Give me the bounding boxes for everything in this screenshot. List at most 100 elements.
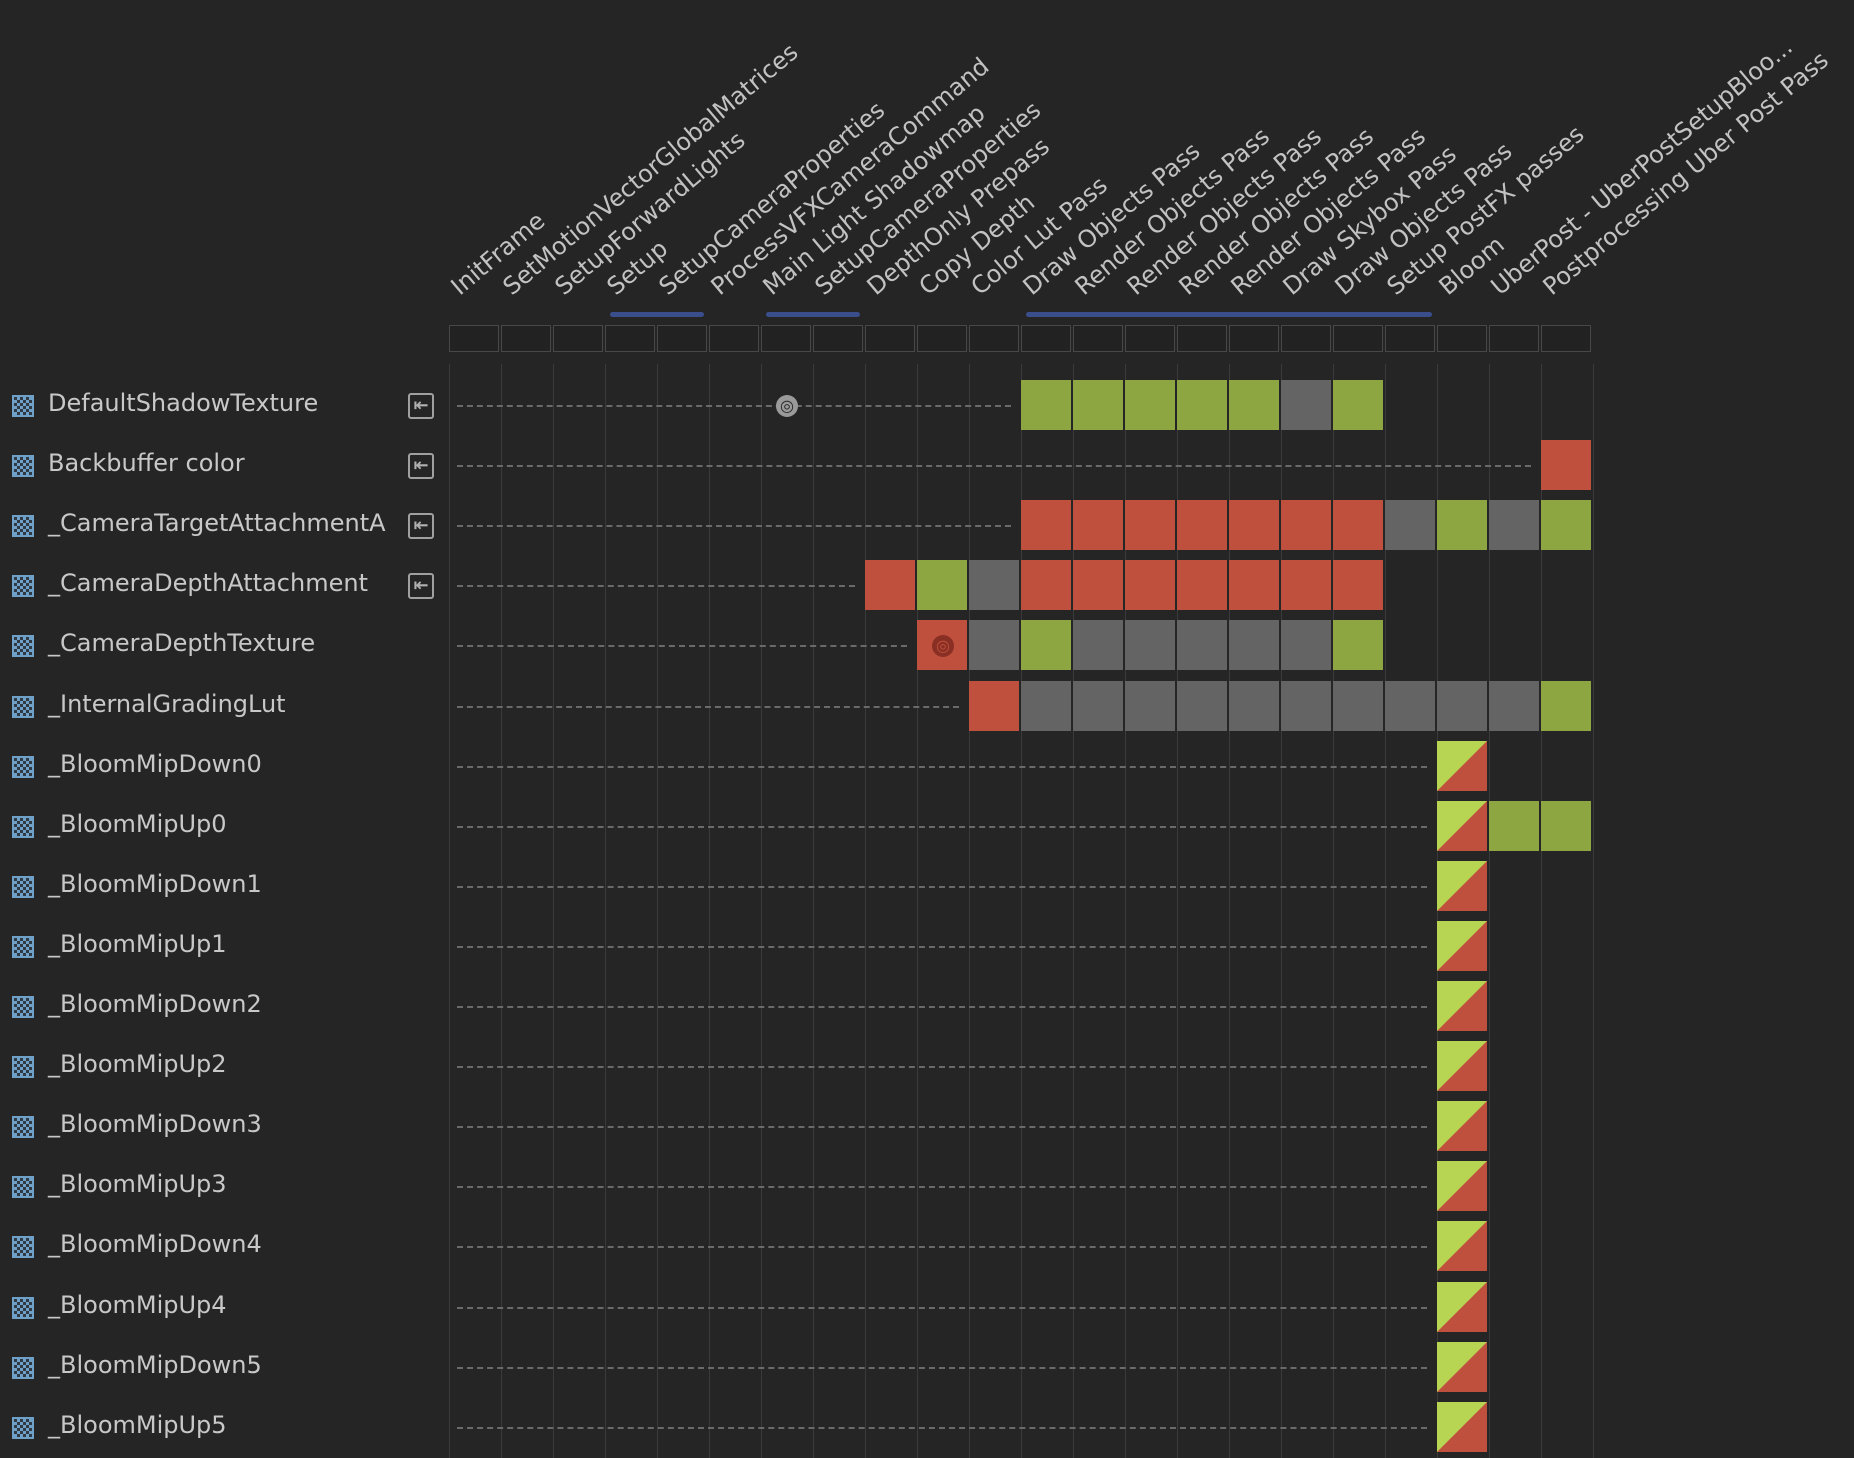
resource-row[interactable]: _BloomMipDown0 [0,736,1854,796]
resource-row[interactable]: _BloomMipUp0 [0,796,1854,856]
pass-column-header[interactable] [1229,325,1279,352]
resource-row[interactable]: Backbuffer color ⇤ [0,435,1854,495]
pass-column-header[interactable] [1073,325,1123,352]
resource-row[interactable]: _BloomMipDown1 [0,856,1854,916]
import-icon[interactable]: ⇤ [408,453,434,480]
pass-column-header[interactable] [1021,325,1071,352]
pass-column-header[interactable] [709,325,759,352]
resource-access-cell-rw[interactable] [1437,1041,1489,1092]
resource-access-cell-rw[interactable] [1437,740,1489,791]
resource-row[interactable]: _CameraDepthAttachment ⇤ [0,555,1854,615]
resource-access-cell-write[interactable] [1333,560,1385,611]
resource-name[interactable]: _BloomMipDown5 [48,1350,262,1379]
resource-name[interactable]: _CameraDepthTexture [48,629,316,658]
resource-access-cell-unused[interactable] [1281,620,1333,671]
resource-access-cell-unused[interactable] [1281,380,1333,430]
resource-row[interactable]: _BloomMipDown3 [0,1096,1854,1156]
pass-column-header[interactable] [1333,325,1383,352]
resource-access-cell-read[interactable] [1437,500,1489,551]
resource-access-cell-write[interactable] [969,680,1021,731]
import-icon[interactable]: ⇤ [408,573,434,600]
pass-column-header[interactable] [553,325,603,352]
resource-access-cell-unused[interactable] [1125,620,1177,671]
resource-row[interactable]: DefaultShadowTexture ⇤ ◎ [0,375,1854,435]
resource-row[interactable]: _BloomMipDown5 [0,1337,1854,1397]
resource-row[interactable]: _BloomMipUp3 [0,1156,1854,1216]
resource-access-cell-read[interactable] [1177,380,1229,430]
resource-name[interactable]: _BloomMipUp4 [48,1290,227,1319]
resource-access-cell-unused[interactable] [1125,680,1177,731]
resource-name[interactable]: Backbuffer color [48,449,245,478]
resource-name[interactable]: _BloomMipDown1 [48,869,262,898]
resource-access-cell-write[interactable] [1333,500,1385,551]
pass-column-header[interactable] [1125,325,1175,352]
resource-access-cell-read[interactable] [1021,620,1073,671]
pass-column-header[interactable] [1281,325,1331,352]
pass-column-header[interactable] [917,325,967,352]
resource-access-cell-write[interactable] [1541,440,1593,491]
resource-access-cell-read[interactable] [917,560,969,611]
resource-access-cell-unused[interactable] [1385,680,1437,731]
resource-name[interactable]: _BloomMipUp3 [48,1170,227,1199]
resource-name[interactable]: DefaultShadowTexture [48,389,319,417]
resource-access-cell-unused[interactable] [1229,680,1281,731]
pass-column-header[interactable] [501,325,551,352]
resource-access-cell-read[interactable] [1333,620,1385,671]
resource-access-cell-write[interactable] [1281,500,1333,551]
resource-access-cell-write[interactable] [1229,560,1281,611]
resource-access-cell-unused[interactable] [1281,680,1333,731]
pass-column-header[interactable] [813,325,863,352]
resource-access-cell-rw[interactable] [1437,1101,1489,1152]
resource-access-cell-unused[interactable] [969,620,1021,671]
resource-access-cell-read[interactable] [1229,380,1281,430]
resource-access-cell-unused[interactable] [1385,500,1437,551]
resource-access-cell-write[interactable] [1021,560,1073,611]
resource-access-cell-unused[interactable] [1021,680,1073,731]
resource-access-cell-rw[interactable] [1437,1341,1489,1392]
resource-access-cell-unused[interactable] [1177,620,1229,671]
pass-column-header[interactable] [1437,325,1487,352]
pass-column-header[interactable] [1177,325,1227,352]
resource-access-cell-read[interactable] [1021,380,1073,430]
resource-access-cell-write[interactable] [1125,500,1177,551]
resource-access-cell-write[interactable] [865,560,917,611]
resource-access-cell-read[interactable] [1333,380,1385,430]
resource-name[interactable]: _BloomMipDown0 [48,749,262,778]
resource-access-cell-unused[interactable] [1437,680,1489,731]
resource-access-cell-rw[interactable] [1437,1221,1489,1272]
resource-access-cell-rw[interactable] [1437,920,1489,971]
resource-name[interactable]: _InternalGradingLut [48,689,286,718]
resource-row[interactable]: _BloomMipUp4 [0,1277,1854,1337]
resource-name[interactable]: _BloomMipUp5 [48,1410,227,1439]
resource-name[interactable]: _BloomMipUp0 [48,809,227,838]
resource-row[interactable]: _BloomMipUp2 [0,1036,1854,1096]
pass-column-header[interactable] [657,325,707,352]
resource-access-cell-unused[interactable] [1229,620,1281,671]
resource-access-cell-unused[interactable] [1177,680,1229,731]
resource-access-cell-read[interactable] [1073,380,1125,430]
resource-access-cell-unused[interactable] [1073,620,1125,671]
resource-access-cell-read[interactable] [1541,800,1593,851]
resource-row[interactable]: _BloomMipUp5 [0,1397,1854,1457]
resource-name[interactable]: _BloomMipUp2 [48,1050,227,1079]
resource-access-cell-rw[interactable] [1437,1281,1489,1332]
pass-column-header[interactable] [1489,325,1539,352]
pass-column-header[interactable] [605,325,655,352]
resource-access-cell-unused[interactable] [1073,680,1125,731]
resource-access-cell-rw[interactable] [1437,1401,1489,1452]
pass-column-header[interactable] [1541,325,1591,352]
resource-name[interactable]: _BloomMipDown3 [48,1110,262,1139]
resource-access-cell-unused[interactable] [1489,500,1541,551]
resource-access-cell-write[interactable] [1177,500,1229,551]
resource-access-cell-read[interactable] [1489,800,1541,851]
resource-access-cell-rw[interactable] [1437,800,1489,851]
resource-access-cell-unused[interactable] [1489,680,1541,731]
resource-access-cell-write[interactable] [1073,560,1125,611]
resource-row[interactable]: _CameraDepthTexture ◎ [0,615,1854,675]
resource-name[interactable]: _BloomMipUp1 [48,929,227,958]
pass-column-header[interactable] [761,325,811,352]
pass-column-header[interactable] [969,325,1019,352]
pass-column-header[interactable] [1385,325,1435,352]
pass-label[interactable]: Postprocessing Uber Post Pass [1537,45,1834,301]
import-icon[interactable]: ⇤ [408,513,434,540]
